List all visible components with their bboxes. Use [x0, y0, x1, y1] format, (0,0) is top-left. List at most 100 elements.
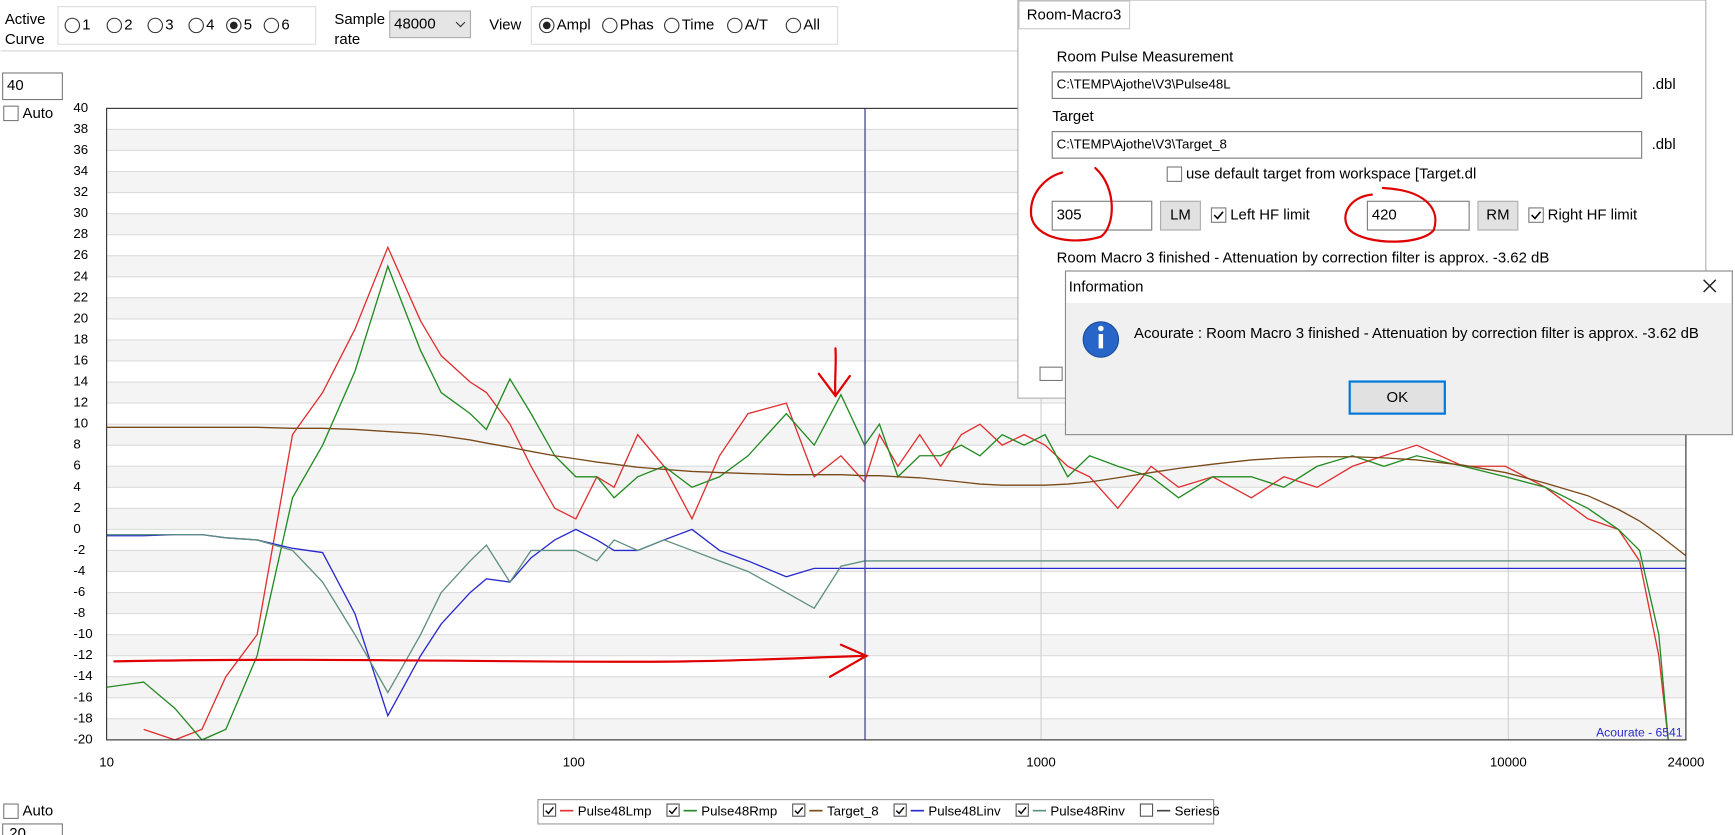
tab-title: Room-Macro3: [1027, 6, 1122, 23]
y-tick-label: 30: [73, 205, 88, 220]
radio[interactable]: [147, 17, 164, 34]
input-value: C:\TEMP\Ajothe\V3\Pulse48L: [1057, 77, 1231, 92]
label: Sample: [334, 11, 385, 28]
radio-label: All: [803, 16, 820, 33]
radio[interactable]: [106, 17, 123, 34]
radio-label: 5: [244, 16, 252, 33]
button-label: LM: [1170, 207, 1191, 224]
info-icon-glyph: [1098, 325, 1104, 332]
input[interactable]: [1051, 200, 1153, 231]
check-mark: [545, 806, 554, 815]
check-mark: [668, 806, 678, 815]
y-tick-label: 10: [73, 416, 88, 431]
input[interactable]: [1366, 200, 1470, 231]
legend-label: Series6: [1175, 803, 1220, 818]
radio-dot: [542, 21, 551, 30]
check-mark: [1213, 211, 1224, 220]
input[interactable]: [2, 72, 63, 101]
checkbox[interactable]: [1210, 207, 1227, 223]
series-line: [106, 533, 1686, 694]
y-tick-label: 2: [73, 500, 80, 515]
tab[interactable]: [1018, 0, 1131, 30]
y-tick-label: -2: [73, 542, 85, 557]
radio[interactable]: [664, 17, 680, 34]
label: rate: [334, 31, 360, 48]
radio-label: 1: [82, 16, 90, 33]
legend-checkbox[interactable]: [542, 803, 557, 817]
checkbox[interactable]: [1166, 166, 1183, 182]
y-tick-label: 22: [73, 289, 88, 304]
series-line: [106, 528, 1686, 718]
radio[interactable]: [602, 17, 618, 34]
status: Room Macro 3 finished - Attenuation by c…: [1057, 250, 1550, 267]
y-tick-label: 20: [73, 310, 88, 325]
y-tick-label: 26: [73, 247, 88, 262]
y-tick-label: 12: [73, 395, 88, 410]
radio[interactable]: [188, 17, 204, 34]
checkbox[interactable]: [3, 803, 19, 819]
button[interactable]: [1160, 200, 1201, 231]
y-tick-label: -20: [73, 731, 92, 746]
y-tick-label: 18: [73, 331, 88, 346]
radio[interactable]: [785, 17, 802, 34]
input[interactable]: [1051, 71, 1643, 99]
select[interactable]: [389, 10, 472, 39]
series-line: [143, 245, 1669, 741]
radio[interactable]: [64, 17, 81, 34]
y-tick-label: -4: [73, 563, 85, 578]
legend-checkbox[interactable]: [1139, 803, 1154, 817]
checkbox[interactable]: [1528, 207, 1544, 223]
legend-checkbox[interactable]: [792, 803, 806, 817]
ok-button[interactable]: [1348, 380, 1446, 415]
radio-label: 4: [206, 16, 214, 33]
y-tick-label: 6: [73, 458, 80, 473]
legend-checkbox[interactable]: [666, 803, 680, 817]
y-tick-label: -16: [73, 689, 92, 704]
legend-label: Target_8: [827, 803, 879, 818]
label: Right HF limit: [1548, 207, 1638, 224]
check-mark: [794, 806, 804, 815]
check-mark: [1531, 211, 1542, 220]
radio-label: Time: [682, 16, 715, 33]
button-label: RM: [1486, 207, 1509, 224]
y-tick-label: -8: [73, 605, 85, 620]
radio-label: Ampl: [557, 16, 591, 33]
y-tick-label: -6: [73, 584, 85, 599]
button[interactable]: [1477, 200, 1519, 231]
legend-checkbox[interactable]: [893, 803, 907, 817]
radio[interactable]: [727, 17, 743, 34]
legend-label: Pulse48Rinv: [1050, 803, 1125, 818]
input[interactable]: [1051, 131, 1643, 159]
close-button[interactable]: [1703, 279, 1717, 293]
input-value: 305: [1057, 207, 1082, 224]
series-line: [106, 426, 1687, 557]
radio-label: 6: [281, 16, 289, 33]
label: Target: [1052, 108, 1094, 125]
message: Acourate : Room Macro 3 finished - Atten…: [1134, 325, 1699, 342]
y-tick-label: 14: [73, 374, 88, 389]
label: Room Pulse Measurement: [1057, 48, 1235, 65]
radio[interactable]: [263, 17, 280, 34]
y-tick-label: 24: [73, 268, 88, 283]
control: [1039, 366, 1063, 382]
y-tick-label: 40: [73, 100, 88, 115]
watermark: Acourate - 6541: [1596, 725, 1683, 739]
radio-dot: [229, 21, 238, 30]
y-tick-label: 16: [73, 352, 88, 367]
input[interactable]: [2, 823, 63, 835]
y-tick-label: 4: [73, 479, 80, 494]
legend-checkbox[interactable]: [1015, 803, 1029, 817]
y-tick-label: 28: [73, 226, 88, 241]
legend-label: Pulse48Rmp: [701, 803, 777, 818]
check-mark: [895, 806, 905, 815]
y-tick-label: -10: [73, 626, 92, 641]
label: Auto: [23, 803, 54, 820]
annotations: [113, 167, 1437, 678]
y-tick-label: -14: [73, 668, 92, 683]
y-tick-label: -12: [73, 647, 92, 662]
checkbox[interactable]: [3, 105, 19, 122]
group-box: [530, 6, 839, 45]
radio-label: A/T: [745, 16, 768, 33]
